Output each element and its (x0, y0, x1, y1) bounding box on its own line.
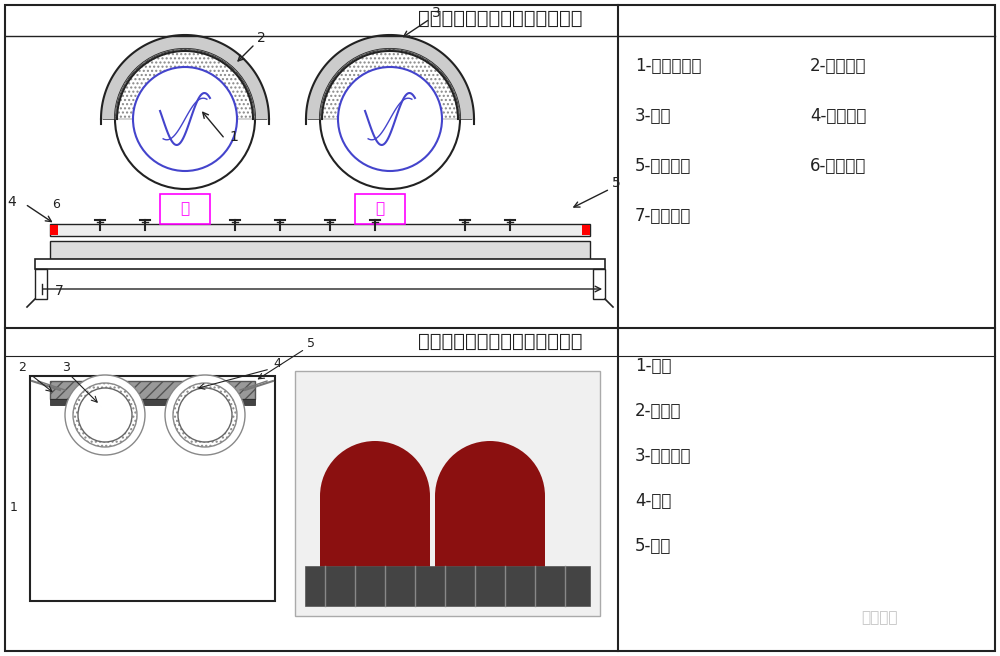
Bar (435, 496, 545, 586)
Bar (50, 225, 58, 235)
Bar (593, 269, 605, 299)
Text: 4: 4 (273, 357, 281, 370)
Text: 5: 5 (612, 176, 621, 190)
Circle shape (73, 383, 137, 447)
Text: 5-弹簧支架: 5-弹簧支架 (635, 157, 691, 175)
Text: 5-钢板: 5-钢板 (635, 537, 671, 555)
Text: 1: 1 (229, 130, 238, 144)
Circle shape (165, 375, 245, 455)
Text: 2-绝缘木托: 2-绝缘木托 (810, 57, 866, 75)
Circle shape (178, 388, 232, 442)
Text: 直: 直 (375, 201, 385, 216)
Text: 机房内管道弹簧支架安装示意图: 机房内管道弹簧支架安装示意图 (418, 9, 582, 28)
Text: 机电人脉: 机电人脉 (862, 611, 898, 626)
Circle shape (320, 49, 460, 189)
Text: 3-管卡: 3-管卡 (635, 107, 672, 125)
Text: 2: 2 (257, 31, 266, 45)
Bar (50, 381, 255, 399)
Polygon shape (101, 35, 269, 119)
Text: 7: 7 (55, 284, 64, 298)
Text: 3: 3 (62, 361, 70, 374)
Bar (30, 376, 275, 601)
Text: 5: 5 (307, 337, 315, 350)
Text: 2-橡胶板: 2-橡胶板 (635, 402, 682, 420)
Bar (50, 399, 255, 405)
Text: 3-空调水管: 3-空调水管 (635, 447, 692, 465)
Circle shape (435, 441, 545, 551)
Circle shape (115, 49, 255, 189)
Circle shape (133, 67, 237, 171)
Bar (160, 194, 210, 224)
Text: 1-空调水管道: 1-空调水管道 (635, 57, 702, 75)
Bar (355, 194, 405, 224)
Circle shape (320, 441, 430, 551)
Text: 7-满焊焊缝: 7-满焊焊缝 (635, 207, 691, 225)
Circle shape (173, 383, 237, 447)
Circle shape (65, 375, 145, 455)
Text: 4-型钢支架: 4-型钢支架 (810, 107, 866, 125)
Text: 机房内橡胶管道吊架安装示意图: 机房内橡胶管道吊架安装示意图 (418, 331, 582, 350)
Bar (295, 371, 600, 616)
Circle shape (78, 388, 132, 442)
Bar (35, 269, 47, 299)
Bar (320, 496, 430, 586)
Bar (50, 224, 590, 236)
Circle shape (338, 67, 442, 171)
Bar (305, 566, 590, 606)
Text: 1-槽钢: 1-槽钢 (635, 357, 672, 375)
Text: 3: 3 (432, 6, 441, 20)
Text: 6: 6 (52, 198, 60, 211)
Text: 6-限位钢板: 6-限位钢板 (810, 157, 866, 175)
Text: 4-冷桥: 4-冷桥 (635, 492, 671, 510)
Polygon shape (306, 35, 474, 119)
Bar (582, 225, 590, 235)
Bar (35, 259, 605, 269)
Text: 直: 直 (180, 201, 190, 216)
Bar (50, 241, 590, 259)
Text: 1: 1 (10, 501, 18, 514)
Text: 2: 2 (18, 361, 26, 374)
Text: 4: 4 (8, 195, 16, 209)
